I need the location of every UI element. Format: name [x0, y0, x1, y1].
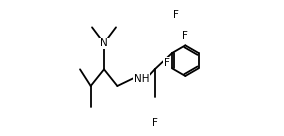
- Text: N: N: [100, 38, 108, 48]
- Text: NH: NH: [133, 74, 149, 84]
- Text: F: F: [173, 10, 179, 20]
- Text: F: F: [182, 31, 188, 41]
- Text: F: F: [152, 118, 158, 128]
- Text: F: F: [164, 58, 170, 68]
